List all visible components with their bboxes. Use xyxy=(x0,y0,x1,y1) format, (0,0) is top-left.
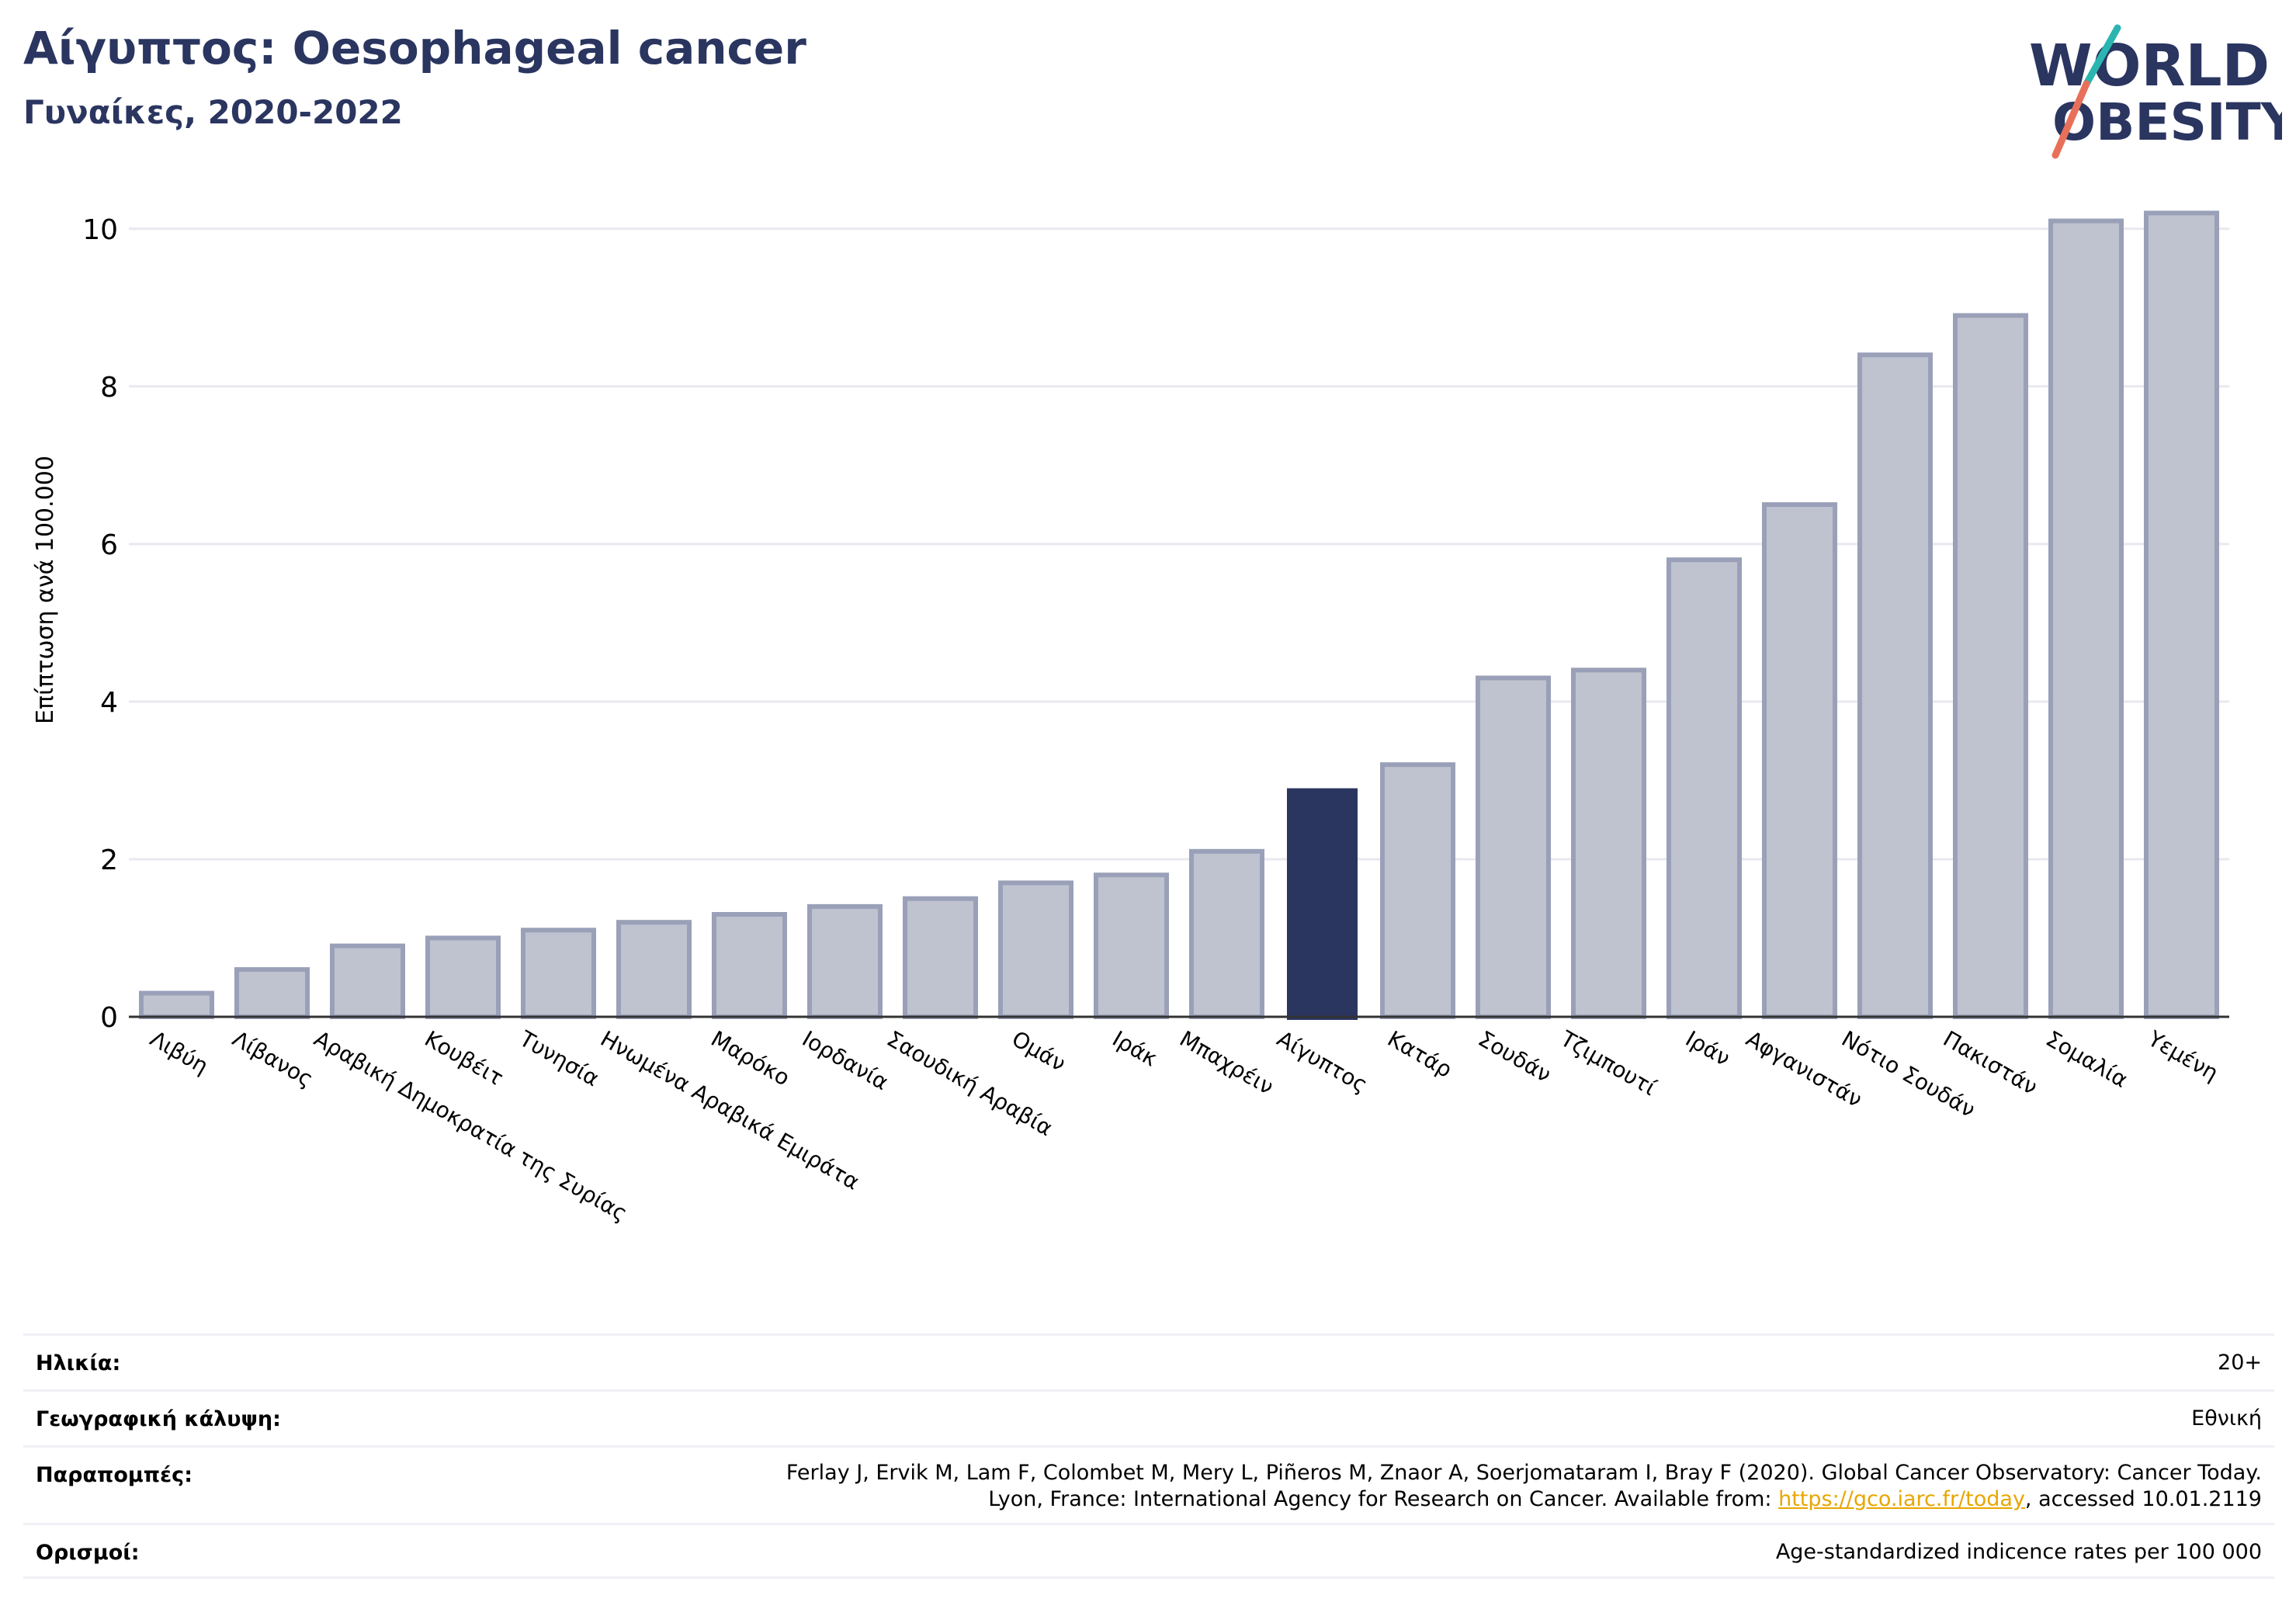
coverage-value: Εθνική xyxy=(2191,1406,2262,1431)
bar xyxy=(1857,352,1934,1019)
y-tick-label: 4 xyxy=(100,687,118,719)
bar xyxy=(234,967,310,1019)
logo-slash-coral xyxy=(2051,80,2090,159)
bar xyxy=(1188,848,1265,1020)
x-tick-label: Κατάρ xyxy=(1383,1025,1456,1083)
bar xyxy=(2048,218,2124,1020)
bar xyxy=(806,903,883,1020)
y-tick-label: 0 xyxy=(100,1002,118,1034)
references-line-2-end: , accessed 10.01.2119 xyxy=(2024,1487,2262,1511)
x-tick-label: Τυνησία xyxy=(515,1025,604,1091)
references-value: Ferlay J, Ervik M, Lam F, Colombet M, Me… xyxy=(786,1460,2262,1513)
x-tick-label: Ιράκ xyxy=(1108,1025,1162,1071)
x-tick-label: Μαρόκο xyxy=(706,1025,794,1091)
footer-row-references: Παραπομπές: Ferlay J, Ervik M, Lam F, Co… xyxy=(23,1445,2274,1523)
references-line-2: Lyon, France: International Agency for R… xyxy=(786,1486,2262,1513)
bar xyxy=(1286,788,1358,1020)
definitions-label: Ορισμοί: xyxy=(36,1541,140,1565)
y-tick-label: 8 xyxy=(100,372,118,404)
chart-subtitle: Γυναίκες, 2020-2022 xyxy=(23,93,403,131)
bar xyxy=(1093,872,1170,1020)
age-value: 20+ xyxy=(2218,1351,2262,1375)
x-tick-label: Λίβανος xyxy=(228,1025,317,1092)
references-label: Παραπομπές: xyxy=(36,1463,192,1487)
bar xyxy=(616,920,692,1019)
bar xyxy=(902,896,979,1019)
footer-row-age: Ηλικία: 20+ xyxy=(23,1333,2274,1389)
chart-title: Αίγυπτος: Oesophageal cancer xyxy=(23,22,806,75)
references-line-1: Ferlay J, Ervik M, Lam F, Colombet M, Me… xyxy=(786,1461,2262,1485)
world-obesity-logo: WORLD OBESITY xyxy=(2029,24,2282,159)
logo-slash-teal xyxy=(2083,24,2121,88)
bars xyxy=(138,210,2220,1020)
x-tick-label: Μπαχρέιν xyxy=(1175,1025,1278,1099)
references-link[interactable]: https://gco.iarc.fr/today xyxy=(1778,1487,2025,1511)
y-axis-label: Επίπτωση ανά 100.000 xyxy=(32,456,59,724)
definitions-value: Age-standardized indicence rates per 100… xyxy=(1775,1540,2262,1564)
footer-row-coverage: Γεωγραφική κάλυψη: Εθνική xyxy=(23,1389,2274,1445)
y-tick-label: 10 xyxy=(82,214,118,246)
bar xyxy=(329,943,406,1019)
references-line-2-start: Lyon, France: International Agency for R… xyxy=(988,1487,1779,1511)
bar xyxy=(711,912,788,1019)
y-tick-labels: 0 2 4 6 8 10 xyxy=(82,214,118,1034)
x-tick-label: Σομαλία xyxy=(2041,1025,2132,1092)
x-tick-label: Υεμένη xyxy=(2143,1025,2223,1086)
x-tick-label: Σουδάν xyxy=(1474,1025,1556,1087)
y-tick-label: 6 xyxy=(100,529,118,561)
bar xyxy=(1570,668,1647,1019)
bar xyxy=(997,880,1074,1020)
x-tick-label: Ιράν xyxy=(1681,1025,1735,1071)
bar xyxy=(1379,762,1456,1019)
logo-text-world: WORLD xyxy=(2029,33,2270,99)
bar xyxy=(1475,675,1552,1019)
age-label: Ηλικία: xyxy=(36,1351,121,1375)
x-tick-label: Λιβύη xyxy=(146,1025,213,1079)
logo-text-obesity: OBESITY xyxy=(2052,92,2282,152)
bar xyxy=(1952,313,2029,1019)
footer-table: Ηλικία: 20+ Γεωγραφική κάλυψη: Εθνική Πα… xyxy=(23,1333,2274,1579)
bar xyxy=(1761,502,1838,1019)
footer-row-definitions: Ορισμοί: Age-standardized indicence rate… xyxy=(23,1523,2274,1579)
bar xyxy=(425,935,501,1020)
bar xyxy=(138,990,215,1019)
bar xyxy=(1666,557,1743,1019)
x-tick-label: Τζιμπουτί xyxy=(1556,1025,1661,1101)
bar xyxy=(520,928,597,1020)
x-tick-label: Αίγυπτος xyxy=(1273,1025,1372,1098)
y-tick-label: 2 xyxy=(100,844,118,876)
x-tick-label: Ομάν xyxy=(1008,1025,1070,1077)
bar xyxy=(2143,210,2220,1019)
x-tick-label: Κουβέιτ xyxy=(420,1025,508,1091)
x-tick-label: Ιορδανία xyxy=(798,1025,893,1095)
coverage-label: Γεωγραφική κάλυψη: xyxy=(36,1407,281,1431)
